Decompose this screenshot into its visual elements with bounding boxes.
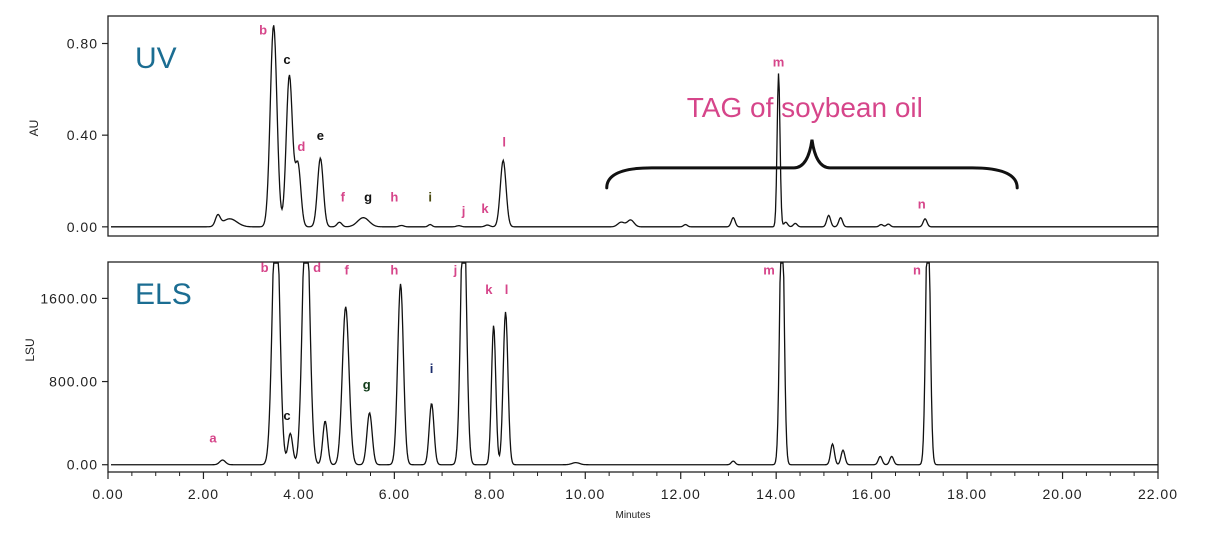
x-tick-label: 22.00 [1138, 486, 1178, 502]
els-y-tick-label: 800.00 [49, 374, 98, 390]
uv-y-tick-label: 0.80 [67, 36, 98, 52]
els-trace-line [111, 262, 1158, 466]
uv-plot-area [107, 15, 1159, 237]
uv-peak-label-b: b [259, 22, 267, 37]
els-peak-label-d: d [313, 260, 321, 275]
els-peak-label-k: k [485, 282, 493, 297]
x-tick-label: 10.00 [565, 486, 605, 502]
els-plot-area [107, 261, 1159, 473]
uv-peak-labels: b c de f g h i j k l m n [259, 22, 926, 218]
els-y-tick-label: 0.00 [67, 457, 98, 473]
els-panel-title: ELS [135, 278, 192, 311]
tag-brace [605, 139, 1019, 190]
els-peak-label-a: a [209, 430, 217, 445]
uv-peak-label-n: n [918, 197, 926, 212]
x-tick-label: 0.00 [92, 486, 123, 502]
els-peak-label-i: i [430, 361, 434, 376]
uv-peak-label-j: j [461, 203, 466, 218]
uv-peak-label-l: l [502, 135, 506, 150]
x-tick-label: 20.00 [1043, 486, 1083, 502]
els-y-axis-label: LSU [23, 338, 37, 361]
uv-panel-title: UV [135, 42, 177, 75]
x-tick-label: 2.00 [188, 486, 219, 502]
uv-trace-line [111, 25, 1158, 228]
els-y-axis: 0.00 800.00 1600.00 [40, 290, 108, 473]
x-tick-label: 12.00 [661, 486, 701, 502]
uv-peak-label-m: m [773, 54, 785, 69]
els-peak-label-f: f [344, 262, 349, 277]
x-axis: 0.00 2.00 4.00 6.00 8.00 10.00 12.00 14.00 16.00… [92, 472, 1178, 502]
els-peak-label-c: c [283, 408, 290, 423]
els-peak-label-m: m [763, 262, 775, 277]
uv-y-tick-label: 0.40 [67, 127, 98, 143]
uv-peak-label-d: d [297, 139, 305, 154]
els-peak-label-h: h [390, 262, 398, 277]
tag-annotation: TAG of soybean oil [687, 92, 923, 123]
els-peak-label-g: g [363, 377, 371, 392]
uv-y-axis-label: AU [27, 120, 41, 137]
x-tick-label: 4.00 [283, 486, 314, 502]
uv-peak-label-g: g [364, 190, 372, 205]
uv-peak-label-c: c [283, 52, 290, 67]
uv-peak-label-k: k [481, 201, 489, 216]
uv-peak-label-h: h [390, 190, 398, 205]
uv-peak-label-f: f [341, 190, 346, 205]
x-tick-label: 6.00 [379, 486, 410, 502]
els-y-tick-label: 1600.00 [40, 290, 98, 306]
uv-y-tick-label: 0.00 [67, 219, 98, 235]
x-tick-label: 18.00 [947, 486, 987, 502]
els-peak-label-l: l [505, 282, 509, 297]
x-tick-label: 16.00 [852, 486, 892, 502]
els-peak-labels: a b c d f g h i j k l m n [209, 260, 921, 445]
uv-y-axis: 0.00 0.40 0.80 [67, 36, 108, 235]
x-axis-label: Minutes [615, 510, 650, 521]
x-tick-label: 14.00 [756, 486, 796, 502]
uv-peak-label-e: e [317, 128, 324, 143]
x-tick-label: 8.00 [474, 486, 505, 502]
els-peak-label-b: b [261, 260, 269, 275]
els-peak-label-n: n [913, 262, 921, 277]
uv-peak-label-i: i [428, 190, 432, 205]
els-peak-label-j: j [453, 262, 458, 277]
